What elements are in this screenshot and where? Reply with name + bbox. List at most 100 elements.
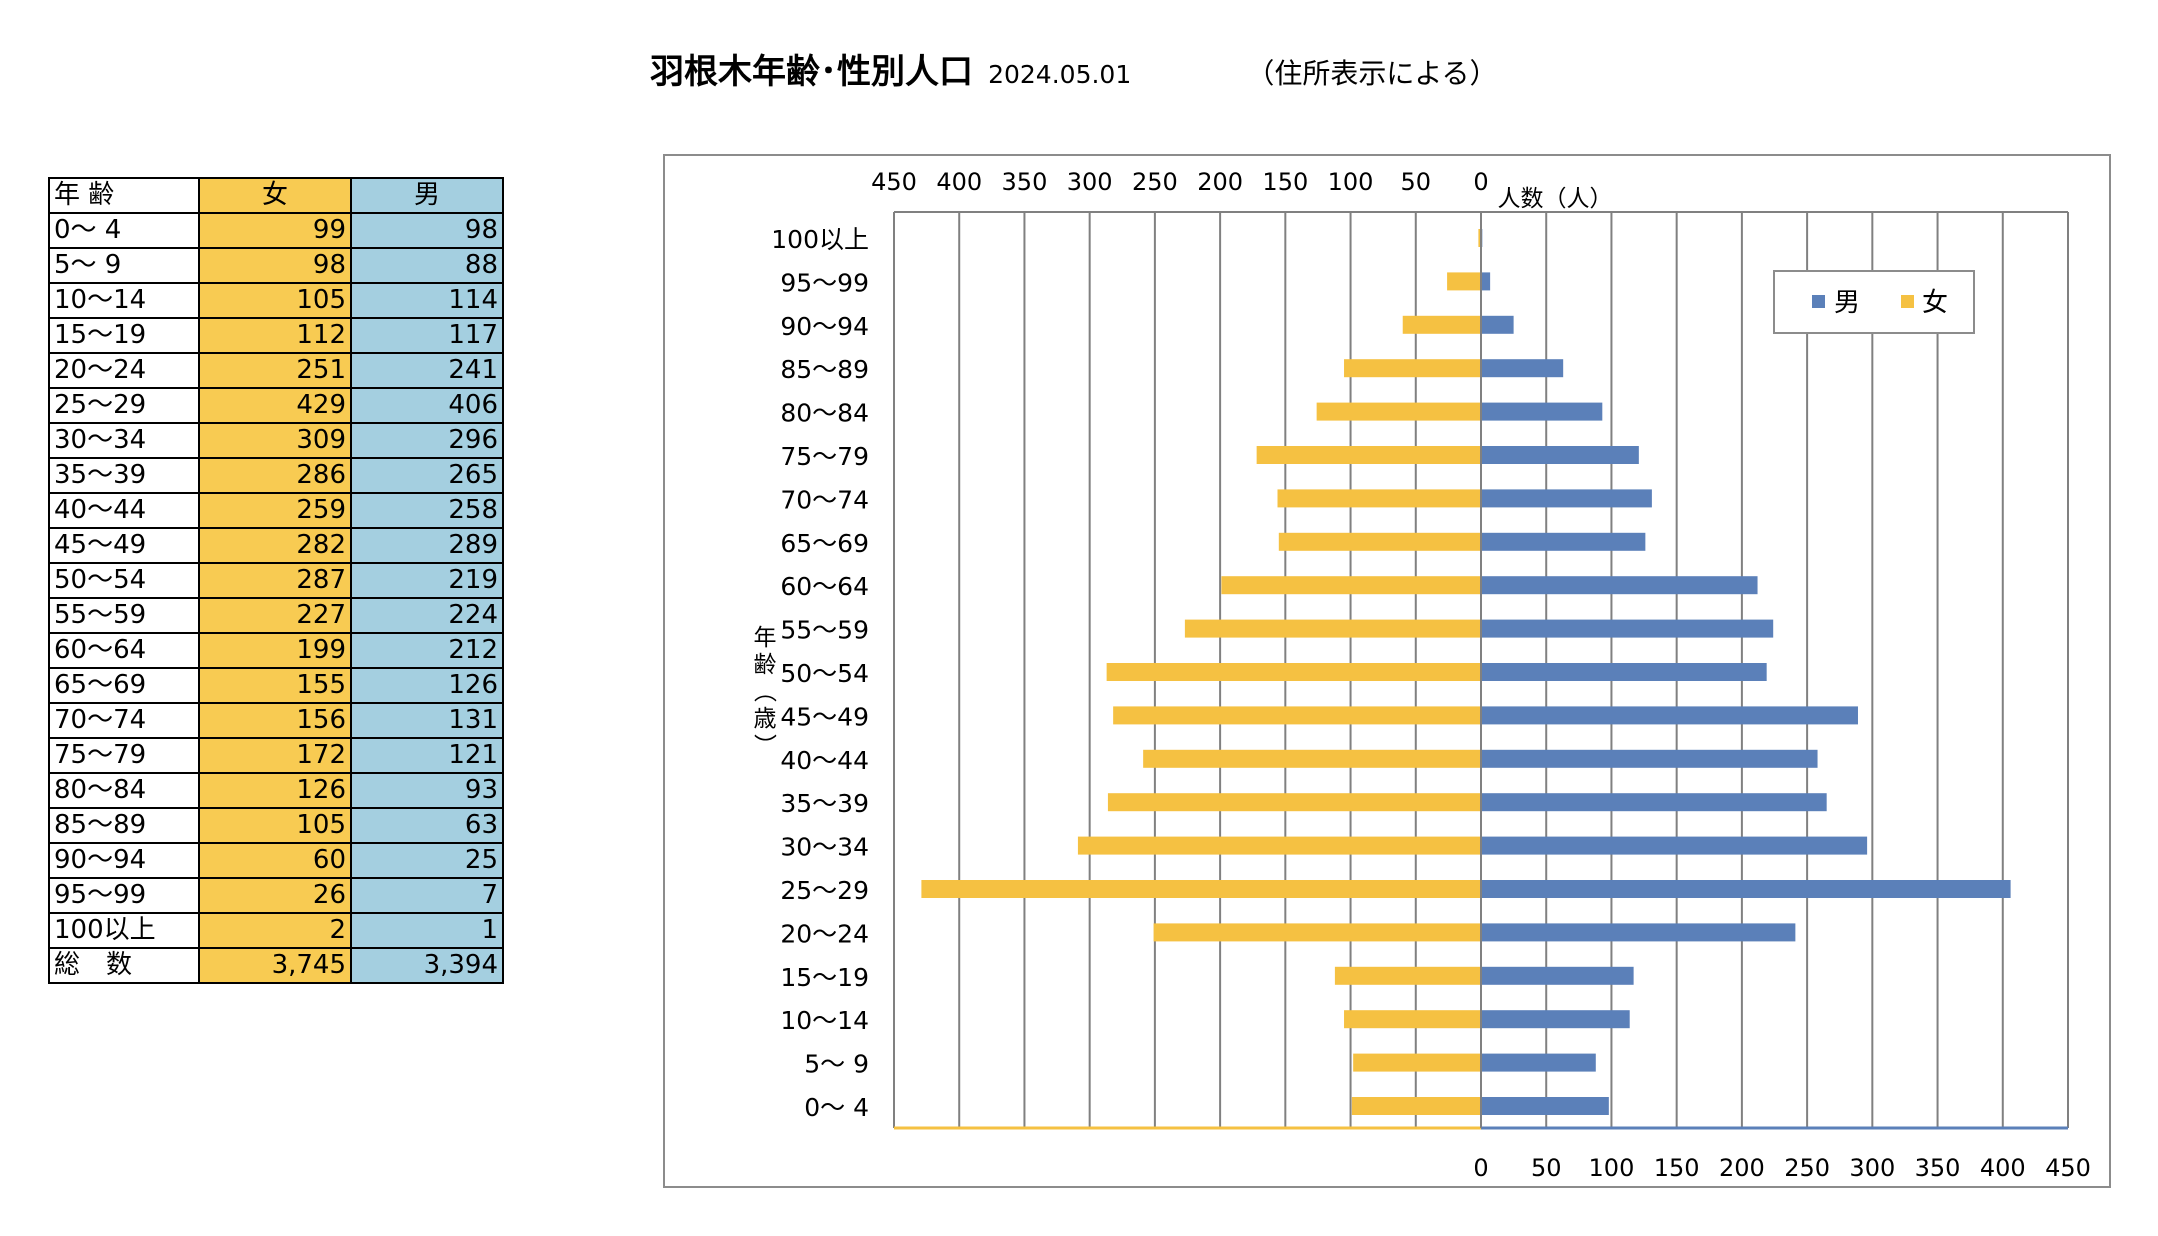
- male-cell: 219: [350, 562, 504, 599]
- top-tick-label: 250: [1132, 168, 1178, 196]
- bottom-tick-label: 300: [1849, 1154, 1895, 1182]
- title-main: 羽根木年齢･性別人口: [650, 52, 973, 92]
- male-bar: [1481, 880, 2011, 898]
- table-row: 85～89 105 63: [48, 807, 504, 844]
- header-female: 女: [198, 177, 352, 214]
- category-label: 10～14: [780, 1006, 869, 1035]
- age-cell: 30～34: [48, 422, 200, 459]
- male-cell: 88: [350, 247, 504, 284]
- y-axis-title-char: 歳: [754, 706, 777, 732]
- age-cell: 5～ 9: [48, 247, 200, 284]
- male-bar: [1481, 1097, 1609, 1115]
- male-bar: [1481, 1053, 1596, 1072]
- category-label: 35～39: [780, 789, 869, 818]
- male-cell: 212: [350, 632, 504, 669]
- category-label: 15～19: [780, 963, 869, 992]
- category-label: 20～24: [780, 919, 869, 948]
- bottom-tick-label: 450: [2045, 1154, 2091, 1182]
- age-cell: 25～29: [48, 387, 200, 424]
- page-title: 羽根木年齢･性別人口 2024.05.01 （住所表示による）: [650, 44, 1498, 93]
- male-bar: [1481, 576, 1758, 595]
- category-label: 45～49: [780, 702, 869, 731]
- age-cell: 45～49: [48, 527, 200, 564]
- age-cell: 0～ 4: [48, 212, 200, 249]
- title-date: 2024.05.01: [988, 60, 1132, 89]
- age-cell: 20～24: [48, 352, 200, 389]
- male-cell: 265: [350, 457, 504, 494]
- age-cell: 80～84: [48, 772, 200, 809]
- legend-box: [1773, 270, 1975, 334]
- table-row: 50～54 287 219: [48, 562, 504, 599]
- female-bar: [921, 880, 1481, 898]
- male-cell: 224: [350, 597, 504, 634]
- female-bar: [1316, 402, 1481, 421]
- table-row: 20～24 251 241: [48, 352, 504, 389]
- title-note: （住所表示による）: [1246, 57, 1498, 90]
- age-cell: 65～69: [48, 667, 200, 704]
- female-cell: 251: [198, 352, 352, 389]
- female-bar: [1107, 793, 1481, 812]
- female-cell: 287: [198, 562, 352, 599]
- male-bar: [1481, 749, 1818, 768]
- table-row: 95～99 26 7: [48, 877, 504, 914]
- header-age: 年 齢: [48, 177, 200, 214]
- female-cell: 199: [198, 632, 352, 669]
- chart-frame: [663, 154, 2111, 1188]
- age-cell: 95～99: [48, 877, 200, 914]
- male-cell: 7: [350, 877, 504, 914]
- bottom-tick-label: 150: [1654, 1154, 1700, 1182]
- age-cell: 100以上: [48, 912, 200, 949]
- male-cell: 63: [350, 807, 504, 844]
- female-bar: [1278, 532, 1481, 551]
- category-label: 90～94: [780, 312, 869, 341]
- female-bar: [1351, 1097, 1481, 1115]
- category-label: 30～34: [780, 833, 869, 862]
- male-cell: 121: [350, 737, 504, 774]
- male-bar: [1481, 402, 1603, 421]
- category-label: 60～64: [780, 572, 869, 601]
- y-axis-title-char: 齢: [754, 652, 777, 678]
- male-cell: 296: [350, 422, 504, 459]
- female-cell: 2: [198, 912, 352, 949]
- male-cell: 1: [350, 912, 504, 949]
- female-bar: [1344, 359, 1481, 378]
- y-axis-title-char: 年: [754, 625, 777, 651]
- top-tick-label: 300: [1067, 168, 1113, 196]
- female-cell: 98: [198, 247, 352, 284]
- total-male: 3,394: [350, 947, 504, 984]
- male-bar: [1481, 619, 1774, 638]
- table-total-row: 総 数 3,745 3,394: [48, 947, 504, 984]
- male-bar: [1481, 793, 1827, 812]
- legend-female-swatch: [1901, 295, 1914, 308]
- table-row: 25～29 429 406: [48, 387, 504, 424]
- female-cell: 105: [198, 807, 352, 844]
- y-axis-title-char: ）: [751, 734, 777, 757]
- age-cell: 70～74: [48, 702, 200, 739]
- male-bar: [1481, 315, 1514, 334]
- female-bar: [1106, 663, 1481, 681]
- age-cell: 90～94: [48, 842, 200, 879]
- female-cell: 309: [198, 422, 352, 459]
- table-row: 80～84 126 93: [48, 772, 504, 809]
- category-label: 100以上: [771, 225, 869, 254]
- top-tick-label: 400: [936, 168, 982, 196]
- table-row: 65～69 155 126: [48, 667, 504, 704]
- top-tick-label: 100: [1328, 168, 1374, 196]
- table-row: 15～19 112 117: [48, 317, 504, 354]
- female-bar: [1143, 749, 1481, 768]
- category-label: 70～74: [780, 485, 869, 514]
- category-label: 75～79: [780, 442, 869, 471]
- male-cell: 25: [350, 842, 504, 879]
- male-bar: [1481, 489, 1652, 508]
- female-cell: 156: [198, 702, 352, 739]
- female-bar: [1221, 576, 1481, 595]
- table-row: 70～74 156 131: [48, 702, 504, 739]
- female-cell: 99: [198, 212, 352, 249]
- age-cell: 85～89: [48, 807, 200, 844]
- male-bar: [1481, 663, 1767, 681]
- category-label: 80～84: [780, 399, 869, 428]
- male-cell: 114: [350, 282, 504, 319]
- category-label: 50～54: [780, 659, 869, 688]
- female-bar: [1256, 446, 1481, 464]
